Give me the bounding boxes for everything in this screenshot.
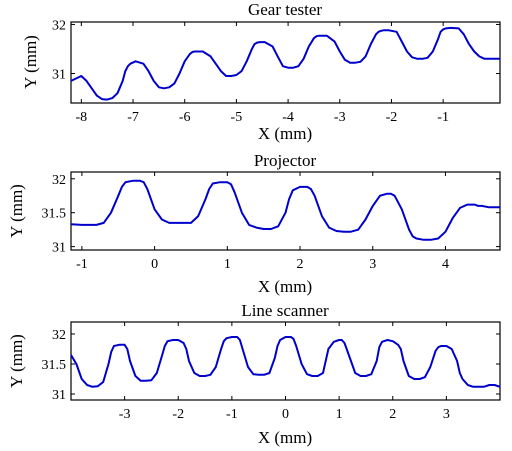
panel-projector: Projector -1 0 1 2 3 4 31 31.5 32 X (mm) Y (mm) (7, 151, 501, 296)
x-axis-label: X (mm) (258, 428, 312, 447)
x-tick-label: -3 (119, 407, 131, 422)
x-tick-label: -5 (231, 110, 243, 125)
x-tick-label: -2 (172, 407, 184, 422)
x-tick-label: -1 (437, 110, 449, 125)
x-tick-label: -6 (179, 110, 191, 125)
x-tick-label: -8 (76, 110, 88, 125)
y-tick-label: 32 (52, 328, 66, 343)
series-layer (71, 179, 500, 241)
plot-frame (70, 21, 501, 104)
x-tick-label: 1 (336, 407, 343, 422)
y-tick-label: 31.5 (42, 358, 67, 373)
x-axis-label: X (mm) (258, 277, 312, 296)
y-axis-label: Y (mm) (7, 184, 26, 238)
axis-ticks: -1 0 1 2 3 4 31 31.5 32 (42, 172, 500, 272)
x-tick-label: 0 (282, 407, 289, 422)
series-layer (71, 26, 500, 101)
axis-ticks: -3 -2 -1 0 1 2 3 31 31.5 32 (42, 322, 500, 422)
y-tick-label: 32 (52, 18, 66, 33)
series-line (71, 26, 500, 101)
x-tick-label: 2 (297, 257, 304, 272)
chart-title: Line scanner (241, 301, 329, 320)
plot-frame (70, 321, 501, 401)
y-tick-label: 31 (52, 388, 66, 403)
x-tick-label: -3 (334, 110, 346, 125)
panel-line-scanner: Line scanner -3 -2 -1 0 1 2 3 31 31.5 32 X (mm) Y… (7, 301, 501, 447)
y-tick-label: 31 (52, 68, 66, 83)
x-tick-label: 4 (442, 257, 449, 272)
y-tick-label: 31 (52, 241, 66, 256)
x-axis-label: X (mm) (258, 124, 312, 143)
x-tick-label: -1 (226, 407, 238, 422)
y-axis-label: Y (mm) (7, 334, 26, 388)
chart-title: Projector (254, 151, 317, 170)
chart-title: Gear tester (248, 0, 322, 19)
x-tick-label: 2 (389, 407, 396, 422)
x-tick-label: 3 (369, 257, 376, 272)
plot-frame (70, 171, 501, 251)
series-layer (71, 336, 500, 388)
x-tick-label: -4 (282, 110, 294, 125)
x-tick-label: -2 (386, 110, 398, 125)
x-tick-label: 0 (151, 257, 158, 272)
series-line (71, 179, 500, 241)
series-line (71, 336, 500, 388)
y-tick-label: 32 (52, 173, 66, 188)
y-tick-label: 31.5 (42, 207, 67, 222)
x-tick-label: 3 (443, 407, 450, 422)
x-tick-label: -1 (76, 257, 88, 272)
y-axis-label: Y (mm) (21, 35, 40, 89)
x-tick-label: 1 (224, 257, 231, 272)
x-tick-label: -7 (127, 110, 139, 125)
axis-ticks: -8 -7 -6 -5 -4 -3 -2 -1 31 32 (52, 18, 500, 125)
